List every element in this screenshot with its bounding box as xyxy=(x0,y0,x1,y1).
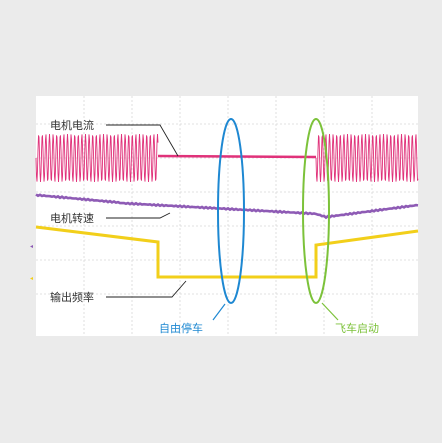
motor-speed-leader xyxy=(106,212,171,219)
channel-marker: ◂ xyxy=(30,275,33,282)
coast-stop-leader xyxy=(212,303,226,321)
flying-start-leader xyxy=(321,302,339,321)
current-waveform-restart xyxy=(315,133,419,183)
speed-trace xyxy=(35,193,419,220)
flying-start-label: 飞车启动 xyxy=(335,321,379,335)
motor-current-leader xyxy=(106,124,179,157)
motor-speed-label: 电机转速 xyxy=(50,211,94,225)
coast-stop-ellipse xyxy=(217,118,245,304)
channel-marker: ◂ xyxy=(30,243,33,250)
coast-stop-label: 自由停车 xyxy=(159,321,203,335)
flying-start-ellipse xyxy=(302,118,330,304)
current-zero-line xyxy=(157,154,317,159)
current-waveform xyxy=(35,133,159,183)
output-frequency-leader xyxy=(106,280,187,298)
motor-current-label: 电机电流 xyxy=(50,118,94,132)
frequency-trace xyxy=(35,225,419,279)
output-frequency-label: 输出频率 xyxy=(50,290,94,304)
